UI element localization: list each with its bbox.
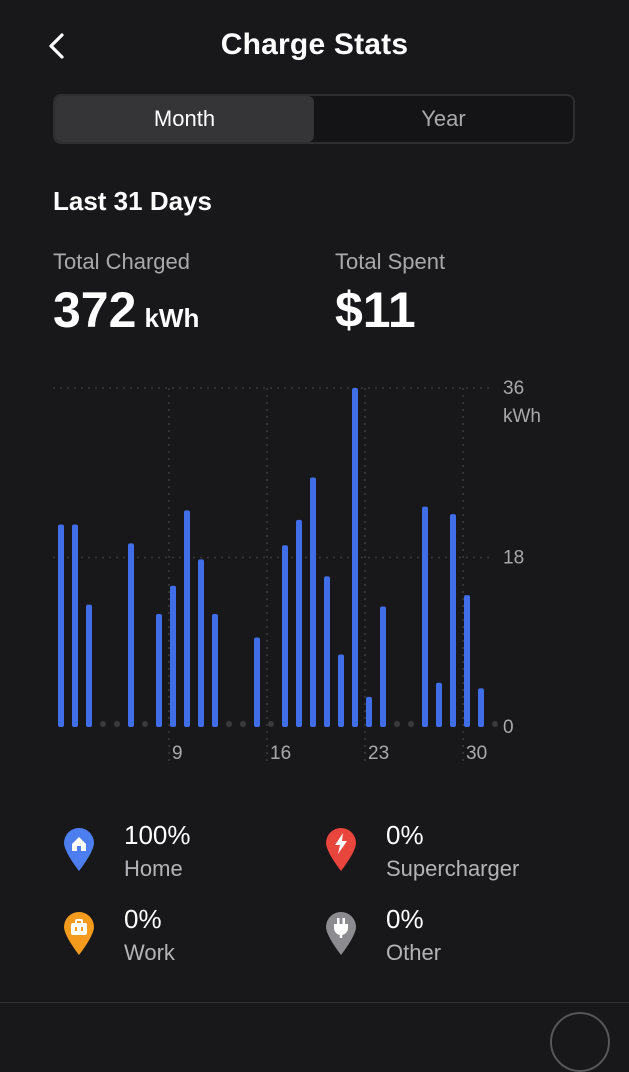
legend-work: 0% Work [62, 904, 312, 972]
bar [72, 524, 78, 727]
bar [478, 688, 484, 727]
y-tick-label: 18 [503, 548, 524, 569]
y-axis-unit-label: kWh [503, 406, 541, 427]
bar [212, 614, 218, 727]
home-percent: 100% [124, 820, 191, 850]
daily-charge-bar-chart: 9 16 23 30 36 kWh 18 0 [53, 378, 541, 764]
floating-action-button[interactable] [550, 1012, 610, 1072]
zero-dot [142, 721, 148, 727]
bar [282, 545, 288, 727]
bar [128, 543, 134, 727]
back-button[interactable] [36, 26, 76, 66]
bottom-divider [0, 1002, 629, 1003]
bar [86, 604, 92, 727]
period-title: Last 31 Days [53, 186, 212, 216]
supercharger-label: Supercharger [386, 856, 520, 881]
bar [352, 388, 358, 727]
bar [296, 519, 302, 727]
bar [450, 514, 456, 727]
bar [366, 696, 372, 727]
zero-dot [268, 721, 274, 727]
zero-dot [114, 721, 120, 727]
bar [436, 682, 442, 727]
other-label: Other [386, 940, 442, 965]
bar [422, 506, 428, 727]
home-label: Home [124, 856, 183, 881]
tab-month[interactable]: Month [55, 96, 314, 142]
bar [338, 654, 344, 727]
zero-dot [394, 721, 400, 727]
period-segmented-control: Month Year [53, 94, 575, 144]
total-spent-label: Total Spent [335, 249, 446, 274]
page-title: Charge Stats [220, 28, 409, 61]
bar [380, 606, 386, 727]
header: Charge Stats [0, 0, 629, 94]
x-tick-label: 16 [270, 743, 291, 764]
briefcase-pin-icon [64, 912, 94, 955]
x-tick-label: 23 [368, 743, 389, 764]
bar [170, 585, 176, 727]
total-charged-label: Total Charged [53, 249, 190, 274]
bar [254, 637, 260, 727]
total-spent-value: $11 [335, 282, 416, 338]
bar [156, 614, 162, 727]
other-percent: 0% [386, 904, 424, 934]
legend-supercharger: 0% Supercharger [324, 820, 574, 888]
legend-other: 0% Other [324, 904, 574, 972]
bar [310, 477, 316, 727]
bar [198, 559, 204, 727]
work-percent: 0% [124, 904, 162, 934]
bar [464, 595, 470, 727]
total-charged-number: 372 [53, 282, 137, 338]
y-tick-label: 36 [503, 378, 524, 399]
total-charged-value: 372 kWh [53, 282, 199, 346]
supercharger-percent: 0% [386, 820, 424, 850]
zero-dot [100, 721, 106, 727]
x-tick-label: 30 [466, 743, 487, 764]
chevron-left-icon [49, 33, 64, 59]
work-label: Work [124, 940, 175, 965]
y-tick-label: 0 [503, 717, 514, 738]
lightning-pin-icon [326, 828, 356, 871]
legend-home: 100% Home [62, 820, 312, 888]
zero-dot [240, 721, 246, 727]
bar [58, 524, 64, 727]
home-pin-icon [64, 828, 94, 871]
plug-pin-icon [326, 912, 356, 955]
zero-dot [408, 721, 414, 727]
bar [184, 510, 190, 727]
zero-dot [492, 721, 498, 727]
tab-year[interactable]: Year [421, 106, 466, 131]
bar [324, 576, 330, 727]
zero-dot [226, 721, 232, 727]
total-charged-unit: kWh [144, 303, 200, 333]
x-tick-label: 9 [172, 743, 183, 764]
